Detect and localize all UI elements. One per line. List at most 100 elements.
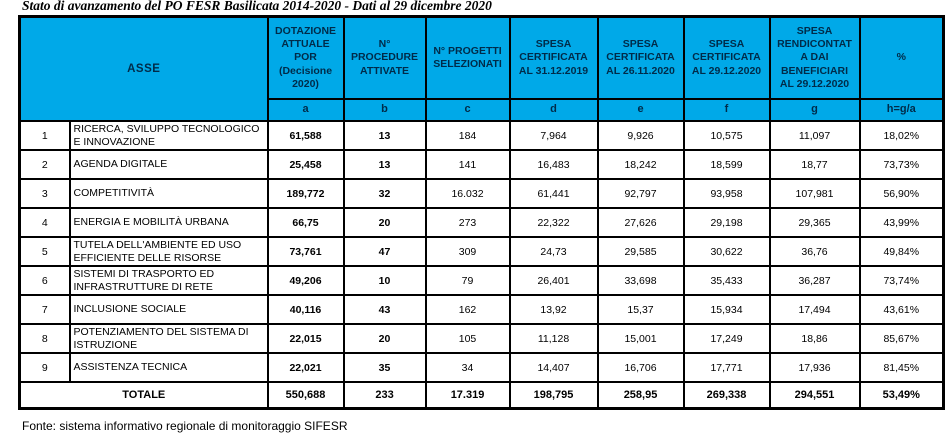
row-value-g: 107,981 bbox=[768, 178, 861, 209]
letter-c: c bbox=[424, 98, 511, 122]
row-value-c: 105 bbox=[424, 323, 511, 354]
total-value-e: 258,95 bbox=[596, 381, 685, 409]
row-number: 8 bbox=[18, 323, 71, 354]
row-value-d: 13,92 bbox=[508, 294, 599, 325]
total-label: TOTALE bbox=[18, 381, 269, 409]
header-col-dotazione: DOTAZIONE ATTUALE POR (Decisione 2020) bbox=[266, 15, 345, 100]
row-value-h: 43,61% bbox=[858, 294, 945, 325]
row-value-h: 56,90% bbox=[858, 178, 945, 209]
row-asse-name: TUTELA DELL'AMBIENTE ED USO EFFICIENTE D… bbox=[68, 236, 269, 267]
row-asse-name: POTENZIAMENTO DEL SISTEMA DI ISTRUZIONE bbox=[68, 323, 269, 354]
row-value-f: 15,934 bbox=[682, 294, 771, 325]
row-asse-name: ASSISTENZA TECNICA bbox=[68, 352, 269, 383]
row-value-a: 22,015 bbox=[266, 323, 345, 354]
row-value-d: 11,128 bbox=[508, 323, 599, 354]
row-value-a: 61,588 bbox=[266, 120, 345, 151]
table-row-5: 5 TUTELA DELL'AMBIENTE ED USO EFFICIENTE… bbox=[18, 236, 945, 267]
row-value-h: 43,99% bbox=[858, 207, 945, 238]
row-value-c: 141 bbox=[424, 149, 511, 180]
row-value-f: 17,771 bbox=[682, 352, 771, 383]
row-number: 2 bbox=[18, 149, 71, 180]
row-value-g: 29,365 bbox=[768, 207, 861, 238]
row-value-b: 43 bbox=[342, 294, 427, 325]
row-value-f: 17,249 bbox=[682, 323, 771, 354]
row-value-g: 17,494 bbox=[768, 294, 861, 325]
total-value-g: 294,551 bbox=[768, 381, 861, 409]
row-value-e: 16,706 bbox=[596, 352, 685, 383]
row-number: 6 bbox=[18, 265, 71, 296]
report-title: Stato di avanzamento del PO FESR Basilic… bbox=[22, 0, 492, 13]
row-value-e: 33,698 bbox=[596, 265, 685, 296]
row-value-a: 66,75 bbox=[266, 207, 345, 238]
table-total-row: TOTALE 550,688 233 17.319 198,795 258,95… bbox=[18, 381, 945, 409]
header-col-percent: % bbox=[858, 15, 945, 100]
source-note: Fonte: sistema informativo regionale di … bbox=[22, 419, 348, 433]
header-col-spesa-dic2020: SPESA CERTIFICATA AL 29.12.2020 bbox=[682, 15, 771, 100]
row-value-b: 20 bbox=[342, 323, 427, 354]
total-value-a: 550,688 bbox=[266, 381, 345, 409]
row-value-h: 49,84% bbox=[858, 236, 945, 267]
total-value-b: 233 bbox=[342, 381, 427, 409]
header-col-spesa-nov2020: SPESA CERTIFICATA AL 26.11.2020 bbox=[596, 15, 685, 100]
row-asse-name: AGENDA DIGITALE bbox=[68, 149, 269, 180]
row-value-g: 18,77 bbox=[768, 149, 861, 180]
row-value-d: 24,73 bbox=[508, 236, 599, 267]
header-col-rendicontata: SPESA RENDICONTAT A DAI BENEFICIARI AL 2… bbox=[768, 15, 861, 100]
row-value-a: 22,021 bbox=[266, 352, 345, 383]
row-value-b: 13 bbox=[342, 149, 427, 180]
table-row-8: 8 POTENZIAMENTO DEL SISTEMA DI ISTRUZION… bbox=[18, 323, 945, 354]
row-value-e: 27,626 bbox=[596, 207, 685, 238]
total-value-c: 17.319 bbox=[424, 381, 511, 409]
header-col-procedure: N° PROCEDURE ATTIVATE bbox=[342, 15, 427, 100]
letter-b: b bbox=[342, 98, 427, 122]
total-value-d: 198,795 bbox=[508, 381, 599, 409]
row-value-e: 15,001 bbox=[596, 323, 685, 354]
row-value-b: 10 bbox=[342, 265, 427, 296]
row-value-c: 16.032 bbox=[424, 178, 511, 209]
row-value-d: 16,483 bbox=[508, 149, 599, 180]
row-asse-name: SISTEMI DI TRASPORTO ED INFRASTRUTTURE D… bbox=[68, 265, 269, 296]
row-asse-name: ENERGIA E MOBILITÀ URBANA bbox=[68, 207, 269, 238]
row-number: 5 bbox=[18, 236, 71, 267]
row-asse-name: RICERCA, SVILUPPO TECNOLOGICO E INNOVAZI… bbox=[68, 120, 269, 151]
table-row-7: 7 INCLUSIONE SOCIALE 40,116 43 162 13,92… bbox=[18, 294, 945, 325]
row-number: 7 bbox=[18, 294, 71, 325]
row-value-b: 20 bbox=[342, 207, 427, 238]
row-value-b: 35 bbox=[342, 352, 427, 383]
table-letters-row: a b c d e f g h=g/a bbox=[20, 98, 945, 122]
row-value-f: 10,575 bbox=[682, 120, 771, 151]
row-value-c: 34 bbox=[424, 352, 511, 383]
total-value-f: 269,338 bbox=[682, 381, 771, 409]
row-value-c: 79 bbox=[424, 265, 511, 296]
row-value-f: 29,198 bbox=[682, 207, 771, 238]
row-value-f: 93,958 bbox=[682, 178, 771, 209]
letter-e: e bbox=[596, 98, 685, 122]
status-table: ASSE DOTAZIONE ATTUALE POR (Decisione 20… bbox=[18, 15, 946, 410]
row-value-d: 14,407 bbox=[508, 352, 599, 383]
row-value-b: 47 bbox=[342, 236, 427, 267]
row-value-c: 162 bbox=[424, 294, 511, 325]
header-col-spesa-2019: SPESA CERTIFICATA AL 31.12.2019 bbox=[508, 15, 599, 100]
row-number: 1 bbox=[18, 120, 71, 151]
total-value-h: 53,49% bbox=[858, 381, 945, 409]
row-value-c: 273 bbox=[424, 207, 511, 238]
row-asse-name: INCLUSIONE SOCIALE bbox=[68, 294, 269, 325]
letter-f: f bbox=[682, 98, 771, 122]
row-value-g: 11,097 bbox=[768, 120, 861, 151]
row-value-f: 30,622 bbox=[682, 236, 771, 267]
row-value-a: 189,772 bbox=[266, 178, 345, 209]
row-value-e: 9,926 bbox=[596, 120, 685, 151]
table-row-6: 6 SISTEMI DI TRASPORTO ED INFRASTRUTTURE… bbox=[18, 265, 945, 296]
row-value-h: 18,02% bbox=[858, 120, 945, 151]
row-value-g: 17,936 bbox=[768, 352, 861, 383]
table-row-3: 3 COMPETITIVITÀ 189,772 32 16.032 61,441… bbox=[18, 178, 945, 209]
row-value-h: 85,67% bbox=[858, 323, 945, 354]
row-value-h: 73,73% bbox=[858, 149, 945, 180]
row-value-c: 309 bbox=[424, 236, 511, 267]
row-value-a: 25,458 bbox=[266, 149, 345, 180]
row-value-e: 18,242 bbox=[596, 149, 685, 180]
header-col-progetti: N° PROGETTI SELEZIONATI bbox=[424, 15, 511, 100]
row-value-e: 15,37 bbox=[596, 294, 685, 325]
row-value-h: 73,74% bbox=[858, 265, 945, 296]
row-value-a: 73,761 bbox=[266, 236, 345, 267]
